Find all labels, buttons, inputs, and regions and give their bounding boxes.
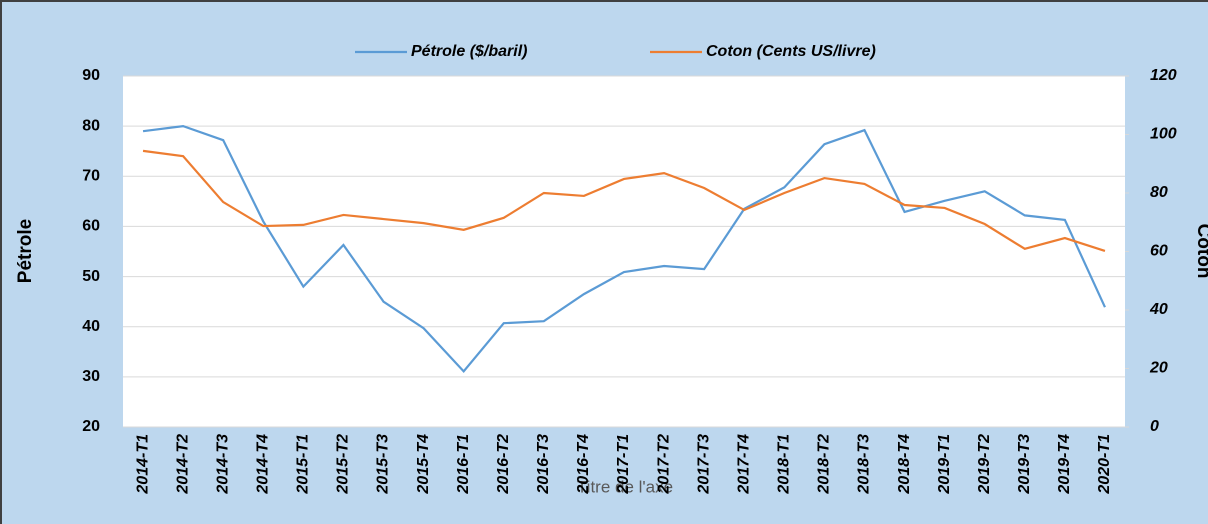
y2-tick-label: 120	[1150, 67, 1177, 84]
y2-tick-label: 20	[1149, 360, 1168, 377]
x-tick-label: 2018-T1	[776, 434, 793, 495]
x-tick-label: 2018-T4	[896, 434, 913, 495]
x-tick-label: 2020-T1	[1096, 434, 1113, 495]
x-tick-label: 2019-T1	[936, 434, 953, 495]
y-tick-label: 20	[82, 418, 100, 435]
x-tick-label: 2016-T3	[535, 434, 552, 495]
series-line	[142, 149, 1106, 252]
y2-tick-label: 100	[1150, 126, 1177, 143]
x-tick-label: 2015-T3	[375, 434, 392, 495]
x-tick-label: 2015-T2	[335, 434, 352, 495]
plot-area	[123, 76, 1125, 427]
y2-tick-label: 80	[1150, 184, 1168, 201]
y-tick-label: 60	[82, 218, 100, 235]
x-tick-label: 2016-T4	[575, 434, 592, 495]
series-line	[142, 125, 1106, 374]
x-tick-label: 2015-T1	[295, 434, 312, 495]
y-tick-label: 30	[82, 368, 100, 385]
legend-label: Coton (Cents US/livre)	[706, 43, 876, 60]
x-tick-label: 2017-T3	[695, 434, 712, 495]
x-tick-label: 2019-T4	[1056, 434, 1073, 495]
x-tick-label: 2019-T3	[1016, 434, 1033, 495]
y-tick-label: 50	[82, 268, 100, 285]
x-tick-label: 2014-T1	[134, 434, 151, 495]
y-tick-label: 40	[82, 318, 100, 335]
x-tick-label: 2018-T2	[816, 434, 833, 495]
y2-tick-label: 60	[1150, 243, 1168, 260]
x-tick-label: 2016-T1	[455, 434, 472, 495]
x-tick-label: 2014-T4	[254, 434, 271, 495]
x-axis-title: Titre de l'axe	[577, 477, 673, 496]
x-tick-label: 2014-T3	[214, 434, 231, 495]
y-tick-label: 80	[82, 117, 100, 134]
x-tick-label: 2015-T4	[415, 434, 432, 495]
y-tick-label: 70	[82, 168, 100, 185]
y2-axis-title: Coton	[1193, 224, 1208, 279]
legend-label: Pétrole ($/baril)	[411, 43, 527, 60]
y-tick-label: 90	[82, 67, 100, 84]
x-tick-label: 2018-T3	[856, 434, 873, 495]
x-tick-label: 2014-T2	[174, 434, 191, 495]
y-axis-title: Pétrole	[15, 219, 36, 283]
x-tick-label: 2016-T2	[495, 434, 512, 495]
y2-tick-label: 40	[1149, 301, 1168, 318]
x-tick-label: 2019-T2	[976, 434, 993, 495]
x-tick-label: 2017-T1	[615, 434, 632, 495]
y2-tick-label: 0	[1150, 418, 1159, 435]
x-tick-label: 2017-T4	[735, 434, 752, 495]
x-tick-label: 2017-T2	[655, 434, 672, 495]
